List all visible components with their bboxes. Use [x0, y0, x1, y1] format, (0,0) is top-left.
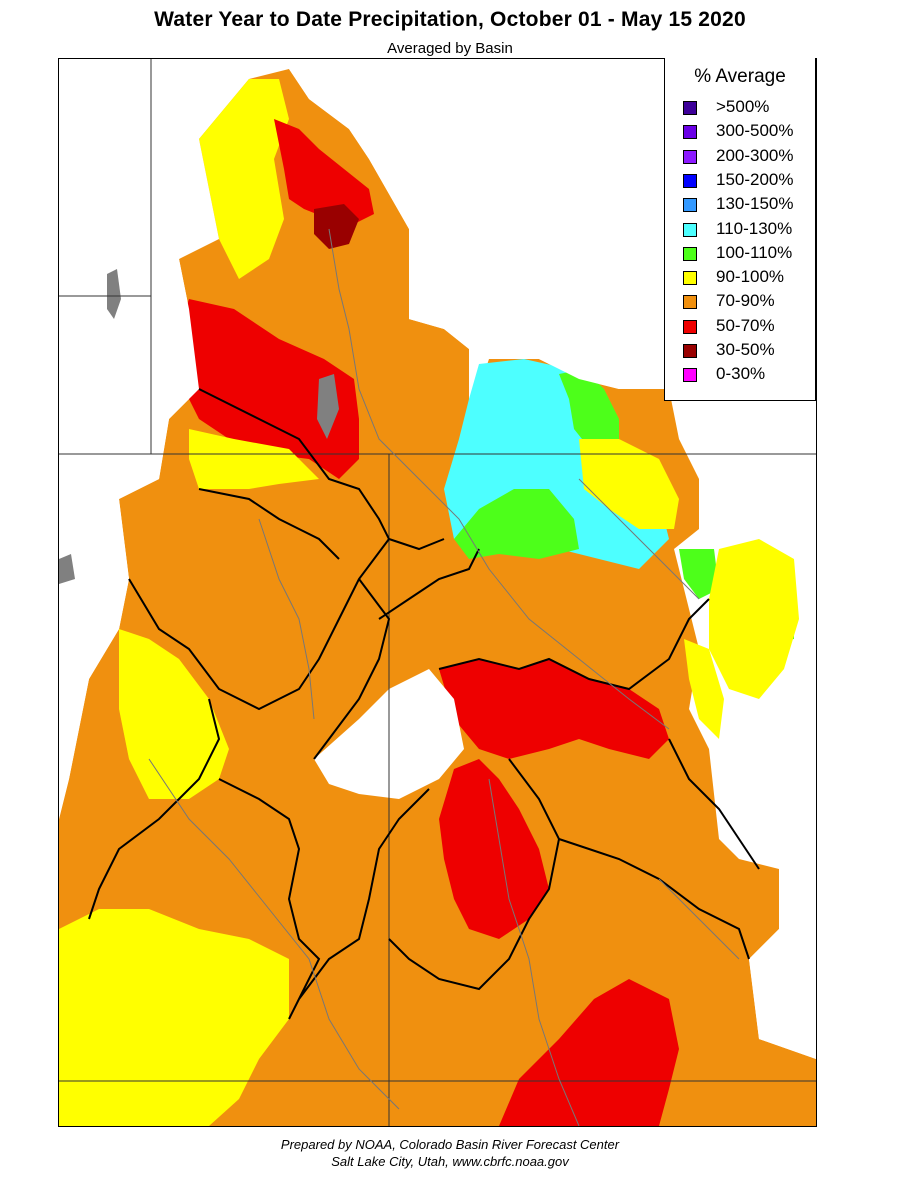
basin-region-90-100-north	[199, 79, 289, 279]
legend-item: 200-300%	[683, 145, 813, 167]
legend-item: 70-90%	[683, 291, 813, 312]
basin-region-50-70-north	[274, 119, 374, 224]
lake-shape	[107, 269, 121, 319]
state-boundary-line	[59, 59, 816, 1126]
basin-region-90-100-west	[189, 429, 319, 489]
legend-label: 0-30%	[716, 364, 766, 384]
no-data-region-west	[59, 59, 219, 819]
lake-shape	[59, 554, 75, 584]
map-legend: % Average >500% 300-500% 200-300% 150-200% 1…	[664, 58, 816, 401]
legend-item: 110-130%	[683, 218, 813, 240]
legend-label: 200-300%	[716, 145, 794, 165]
credit-line-1: Prepared by NOAA, Colorado Basin River F…	[280, 1137, 620, 1152]
legend-item: 100-110%	[683, 242, 813, 264]
basin-region-100-110-south	[454, 489, 579, 559]
legend-label: 50-70%	[716, 315, 775, 335]
legend-label: 130-150%	[716, 194, 794, 214]
legend-item: 50-70%	[683, 315, 813, 337]
basin-region-50-70-east	[439, 659, 669, 759]
credit-block: Prepared by NOAA, Colorado Basin River F…	[0, 1136, 900, 1170]
basin-outline	[88, 388, 760, 1020]
legend-item: 300-500%	[683, 121, 813, 142]
legend-item: 150-200%	[683, 169, 813, 191]
basin-region-90-100-east	[579, 439, 799, 739]
legend-label: 150-200%	[716, 169, 794, 189]
legend-label: 300-500%	[716, 121, 794, 141]
basin-region-50-70-south	[439, 759, 549, 939]
lake-shape	[317, 374, 339, 439]
legend-swatch	[683, 198, 697, 213]
legend-item: 0-30%	[683, 364, 813, 385]
legend-title: % Average	[694, 66, 786, 87]
legend-swatch	[683, 319, 697, 334]
legend-swatch	[683, 271, 697, 286]
legend-swatch	[683, 173, 697, 188]
legend-label: 110-130%	[716, 218, 793, 238]
legend-swatch	[683, 125, 697, 140]
basin-region-30-50-north	[314, 204, 359, 249]
legend-item: 30-50%	[683, 340, 813, 361]
legend-swatch	[683, 101, 697, 115]
legend-swatch	[683, 222, 697, 237]
legend-item: 90-100%	[683, 267, 813, 288]
legend-label: 90-100%	[716, 267, 785, 287]
legend-item: >500%	[683, 97, 813, 118]
map-title: Water Year to Date Precipitation, Octobe…	[154, 8, 746, 31]
river-line	[148, 228, 740, 1126]
legend-swatch	[683, 246, 697, 261]
legend-swatch	[683, 295, 697, 310]
basin-region-100-110-east	[559, 369, 619, 454]
basin-region-90-100-southwest	[59, 909, 289, 1126]
legend-swatch	[683, 149, 697, 164]
legend-swatch	[683, 368, 697, 383]
legend-label: 70-90%	[716, 291, 775, 311]
legend-label: 30-50%	[716, 340, 775, 359]
basin-region-90-100-southwest-2	[119, 629, 229, 799]
no-data-region-east	[739, 699, 816, 1059]
basin-region-50-70-central	[169, 299, 359, 479]
legend-item: 130-150%	[683, 194, 813, 215]
legend-label: >500%	[716, 97, 770, 116]
basin-region-50-70-southeast	[499, 979, 679, 1126]
legend-label: 100-110%	[716, 242, 793, 262]
map-subtitle: Averaged by Basin	[387, 40, 513, 57]
credit-line-2: Salt Lake City, Utah, www.cbrfc.noaa.gov	[331, 1154, 569, 1169]
legend-swatch	[683, 344, 697, 358]
